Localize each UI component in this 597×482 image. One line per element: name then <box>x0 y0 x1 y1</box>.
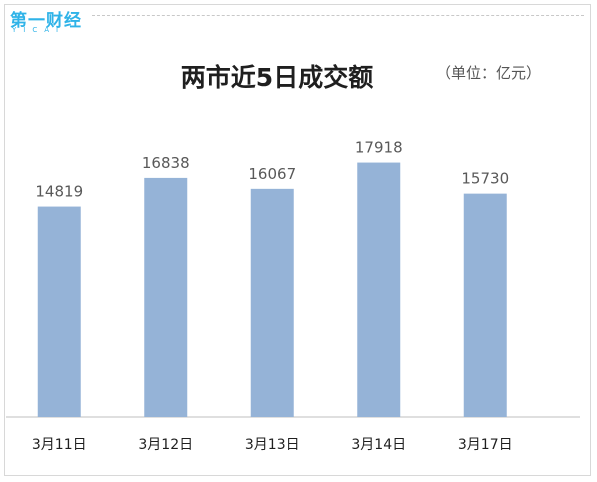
data-label: 14819 <box>35 183 83 201</box>
bar <box>357 162 401 417</box>
bar <box>144 177 188 417</box>
data-label: 16838 <box>142 154 190 172</box>
data-label: 15730 <box>461 170 509 188</box>
unit-note: （单位：亿元） <box>436 64 542 82</box>
x-tick-label: 3月11日 <box>32 437 87 453</box>
header-divider <box>92 15 584 16</box>
logo-text: 第一财经 <box>10 11 82 31</box>
bar <box>250 188 294 417</box>
bar <box>463 193 507 417</box>
x-tick-label: 3月17日 <box>458 437 513 453</box>
x-tick-label: 3月13日 <box>245 437 300 453</box>
brand-logo: 第一财经 YICAI <box>10 6 96 36</box>
data-label: 17918 <box>355 139 403 157</box>
data-label: 16067 <box>248 165 296 183</box>
bar <box>37 206 81 417</box>
x-tick-label: 3月14日 <box>351 437 406 453</box>
logo-subtext: YICAI <box>12 26 66 34</box>
chart-title: 两市近5日成交额 <box>180 63 374 92</box>
x-tick-label: 3月12日 <box>138 437 193 453</box>
